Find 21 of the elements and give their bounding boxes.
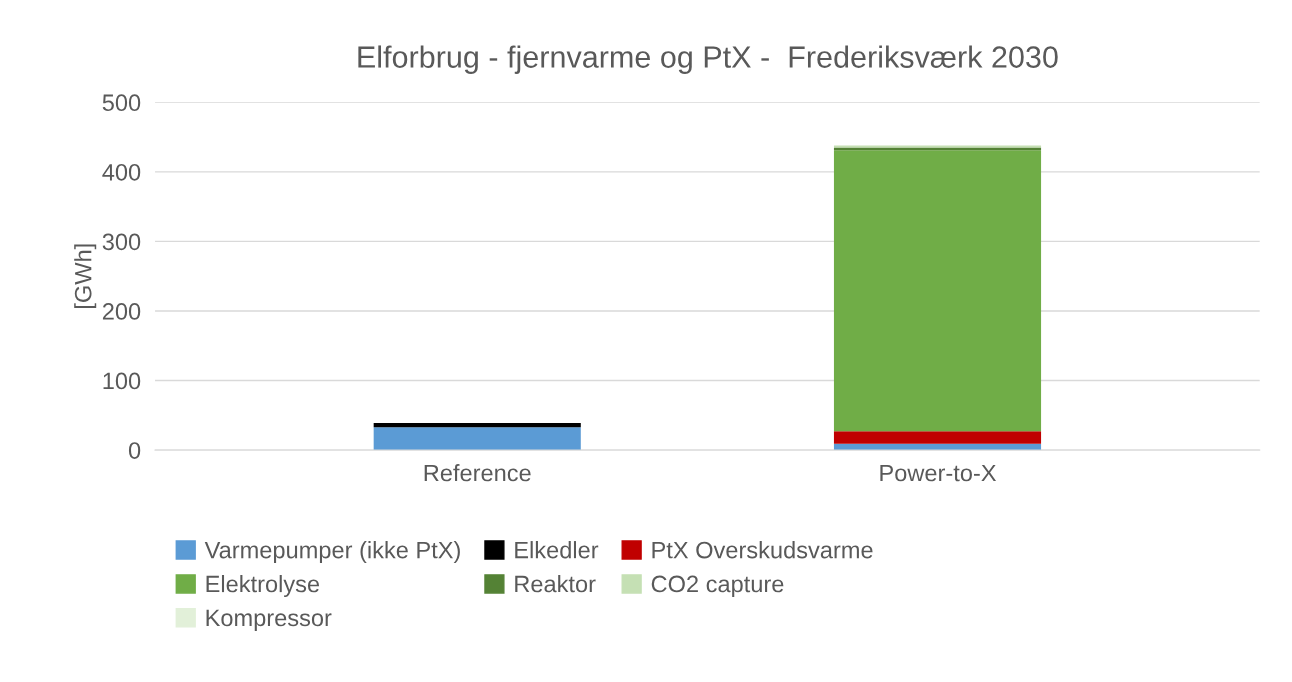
legend-label: Kompressor bbox=[206, 609, 332, 631]
legend-label: Varmepumper (ikke PtX) bbox=[204, 541, 460, 564]
chart-title: Elforbrug - fjernvarme og PtX - Frederiksværk 2030 bbox=[358, 45, 1058, 74]
y-axis-title: [GWh] bbox=[74, 244, 97, 308]
bar bbox=[833, 431, 1042, 444]
y-tick-label: 200 bbox=[102, 303, 141, 320]
legend-label: PtX Overskudsvarme bbox=[652, 541, 873, 559]
x-tick-label: Power-to-X bbox=[880, 464, 997, 482]
y-tick-label: 500 bbox=[102, 94, 141, 112]
legend-label: Elektrolyse bbox=[206, 575, 320, 598]
legend-label: Reaktor bbox=[515, 575, 596, 593]
bar bbox=[833, 150, 1042, 432]
bar bbox=[373, 427, 581, 451]
y-tick-label: 100 bbox=[103, 372, 141, 390]
bar bbox=[373, 422, 581, 428]
legend-label: CO2 capture bbox=[651, 575, 784, 598]
legend-label: Elkedler bbox=[515, 541, 599, 559]
x-tick-label: Reference bbox=[424, 464, 531, 482]
y-tick-label: 300 bbox=[102, 233, 141, 251]
y-tick-label: 0 bbox=[128, 442, 141, 459]
y-tick-label: 400 bbox=[102, 163, 141, 181]
